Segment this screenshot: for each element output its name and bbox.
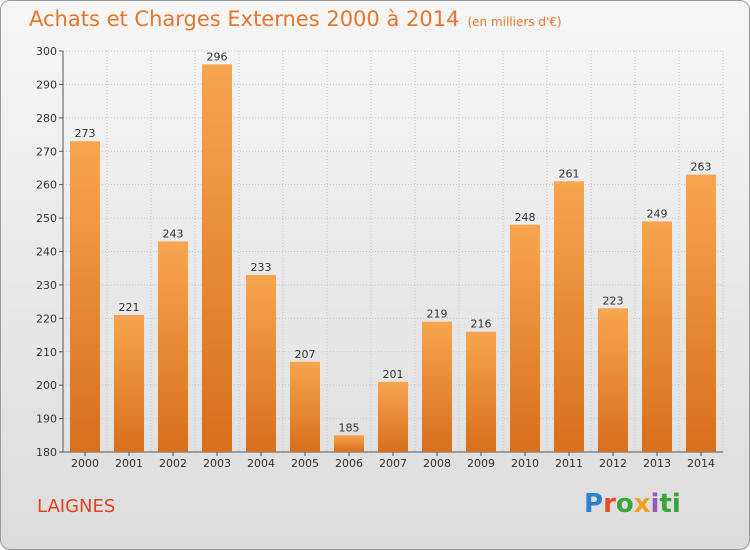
data-label: 185 (339, 421, 360, 434)
chart-unit: (en milliers d'€) (467, 15, 562, 29)
data-label: 207 (295, 348, 316, 361)
data-label: 201 (383, 368, 404, 381)
bar (158, 241, 188, 452)
x-tick-label: 2007 (379, 457, 407, 470)
logo-letter: x (633, 489, 651, 519)
y-tick-label: 220 (36, 312, 57, 325)
bars (70, 64, 716, 452)
y-tick-label: 260 (36, 179, 57, 192)
data-label: 263 (691, 161, 712, 174)
logo-letter: i (650, 489, 660, 519)
y-tick-label: 290 (36, 78, 57, 91)
x-tick-label: 2008 (423, 457, 451, 470)
x-tick-label: 2005 (291, 457, 319, 470)
logo-letter: o (615, 489, 634, 519)
x-tick-label: 2006 (335, 457, 363, 470)
y-tick-label: 180 (36, 446, 57, 459)
chart-title: Achats et Charges Externes 2000 à 2014 (e… (29, 7, 562, 31)
x-tick-label: 2012 (599, 457, 627, 470)
bar (246, 274, 276, 452)
x-tick-label: 2002 (159, 457, 187, 470)
data-label: 273 (75, 127, 96, 140)
x-tick-label: 2004 (247, 457, 275, 470)
y-tick-label: 250 (36, 212, 57, 225)
bar (378, 381, 408, 452)
data-label: 296 (207, 50, 228, 63)
x-tick-label: 2011 (555, 457, 583, 470)
bar (466, 331, 496, 452)
data-label: 243 (163, 227, 184, 240)
x-tick-label: 2014 (687, 457, 715, 470)
data-label: 219 (427, 308, 448, 321)
logo-letter: ti (659, 489, 681, 519)
bar (290, 361, 320, 452)
y-tick-label: 230 (36, 279, 57, 292)
chart-title-text: Achats et Charges Externes 2000 à 2014 (29, 7, 460, 31)
data-label: 249 (647, 207, 668, 220)
x-tick-label: 2001 (115, 457, 143, 470)
commune-name: LAIGNES (37, 496, 116, 517)
bar (334, 435, 364, 452)
x-tick-label: 2000 (71, 457, 99, 470)
x-tick-label: 2010 (511, 457, 539, 470)
data-label: 261 (559, 167, 580, 180)
bar (422, 321, 452, 452)
bar (202, 64, 232, 452)
y-tick-label: 210 (36, 346, 57, 359)
logo-letter: r (603, 489, 616, 519)
y-tick-label: 300 (36, 45, 57, 58)
y-tick-label: 280 (36, 112, 57, 125)
bar (642, 221, 672, 452)
x-tick-label: 2009 (467, 457, 495, 470)
bar (70, 141, 100, 452)
y-tick-label: 200 (36, 379, 57, 392)
bar (510, 224, 540, 452)
logo-letter: P (584, 489, 604, 519)
bar (686, 174, 716, 452)
bar (598, 308, 628, 452)
bar (554, 181, 584, 452)
data-label: 221 (119, 301, 140, 314)
labels: 180 190 200 210 220 230 240 250 260 270 280 290 300 2… (36, 45, 715, 470)
y-tick-label: 240 (36, 246, 57, 259)
data-label: 223 (603, 294, 624, 307)
x-tick-label: 2013 (643, 457, 671, 470)
bar (114, 314, 144, 452)
data-label: 233 (251, 261, 272, 274)
proxiti-logo: Proxiti (584, 489, 681, 519)
x-tick-label: 2003 (203, 457, 231, 470)
y-tick-label: 190 (36, 413, 57, 426)
y-tick-label: 270 (36, 145, 57, 158)
data-label: 248 (515, 211, 536, 224)
data-label: 216 (471, 318, 492, 331)
